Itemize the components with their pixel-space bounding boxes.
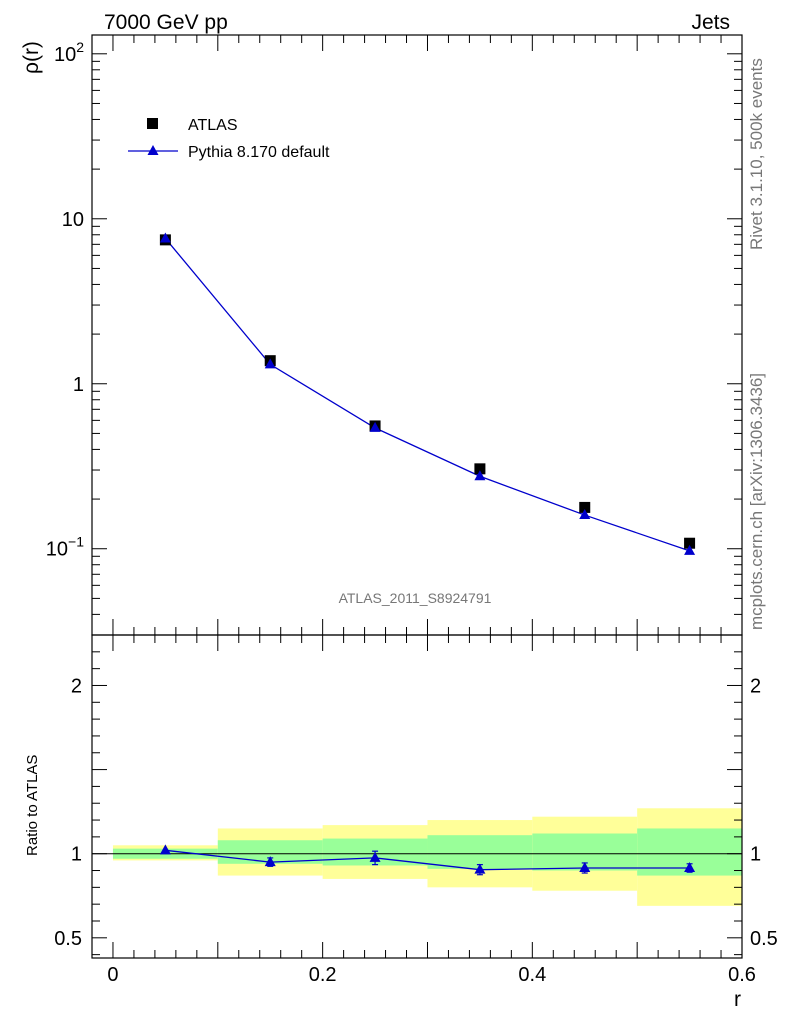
legend-atlas-label: ATLAS xyxy=(188,117,238,134)
ratio-band-inner xyxy=(217,840,323,864)
ratio-mc-point xyxy=(159,844,171,855)
legend: ATLAS Pythia 8.170 default xyxy=(128,117,330,161)
ratio-y-axis-label: Ratio to ATLAS xyxy=(24,755,41,856)
beam-label: 7000 GeV pp xyxy=(104,11,228,34)
mc-point xyxy=(579,509,591,520)
ratio-mc-point xyxy=(684,861,696,872)
atlas-data-point xyxy=(684,537,696,549)
ratio-mc-point xyxy=(264,856,276,867)
x-tick-label: 0 xyxy=(107,964,118,986)
ratio-y-tick-label-right: 0.5 xyxy=(750,928,778,950)
atlas-data-point xyxy=(579,501,591,513)
ratio-y-tick-label-right: 2 xyxy=(750,675,761,697)
x-tick-label: 0.4 xyxy=(518,964,546,986)
analysis-id-label: ATLAS_2011_S8924791 xyxy=(339,590,492,606)
rivet-info-label: Rivet 3.1.10, 500k events xyxy=(747,58,766,250)
mc-curve xyxy=(164,238,690,552)
x-tick-label: 0.6 xyxy=(728,964,756,986)
main-y-tick-label: 102 xyxy=(54,39,84,66)
ratio-y-tick-label: 2 xyxy=(71,675,82,697)
x-axis-label: r xyxy=(734,988,741,1011)
process-label: Jets xyxy=(691,11,730,34)
main-y-tick-label: 1 xyxy=(73,374,84,396)
ratio-y-tick-label: 1 xyxy=(71,844,82,866)
mc-point xyxy=(474,470,486,481)
ratio-mc-point xyxy=(579,861,591,872)
ratio-mc-point xyxy=(369,851,381,862)
mc-point xyxy=(159,232,171,243)
ratio-y-tick-label: 0.5 xyxy=(54,928,82,950)
main-y-axis-label: ρ(r) xyxy=(20,41,43,74)
atlas-data-point xyxy=(474,463,486,475)
mc-point xyxy=(369,421,381,432)
ratio-panel: 0 0.2 0.4 0.6 0.5 0.5 1 1 2 2 xyxy=(54,634,778,986)
mcplots-reference-label: mcplots.cern.ch [arXiv:1306.3436] xyxy=(747,373,766,630)
legend-atlas-marker xyxy=(147,118,158,129)
legend-mc-marker xyxy=(147,145,159,155)
ratio-y-tick-label-right: 1 xyxy=(750,844,761,866)
mc-point xyxy=(264,358,276,369)
ratio-band-inner xyxy=(427,835,533,869)
ratio-mc-line xyxy=(165,849,690,871)
main-y-tick-label: 10−1 xyxy=(46,534,84,561)
mc-point xyxy=(684,544,696,555)
main-y-tick-label: 10 xyxy=(62,209,84,231)
x-tick-label: 0.2 xyxy=(309,964,337,986)
ratio-mc-point xyxy=(474,863,486,874)
legend-mc-label: Pythia 8.170 default xyxy=(188,144,330,161)
ratio-frame xyxy=(91,634,743,959)
